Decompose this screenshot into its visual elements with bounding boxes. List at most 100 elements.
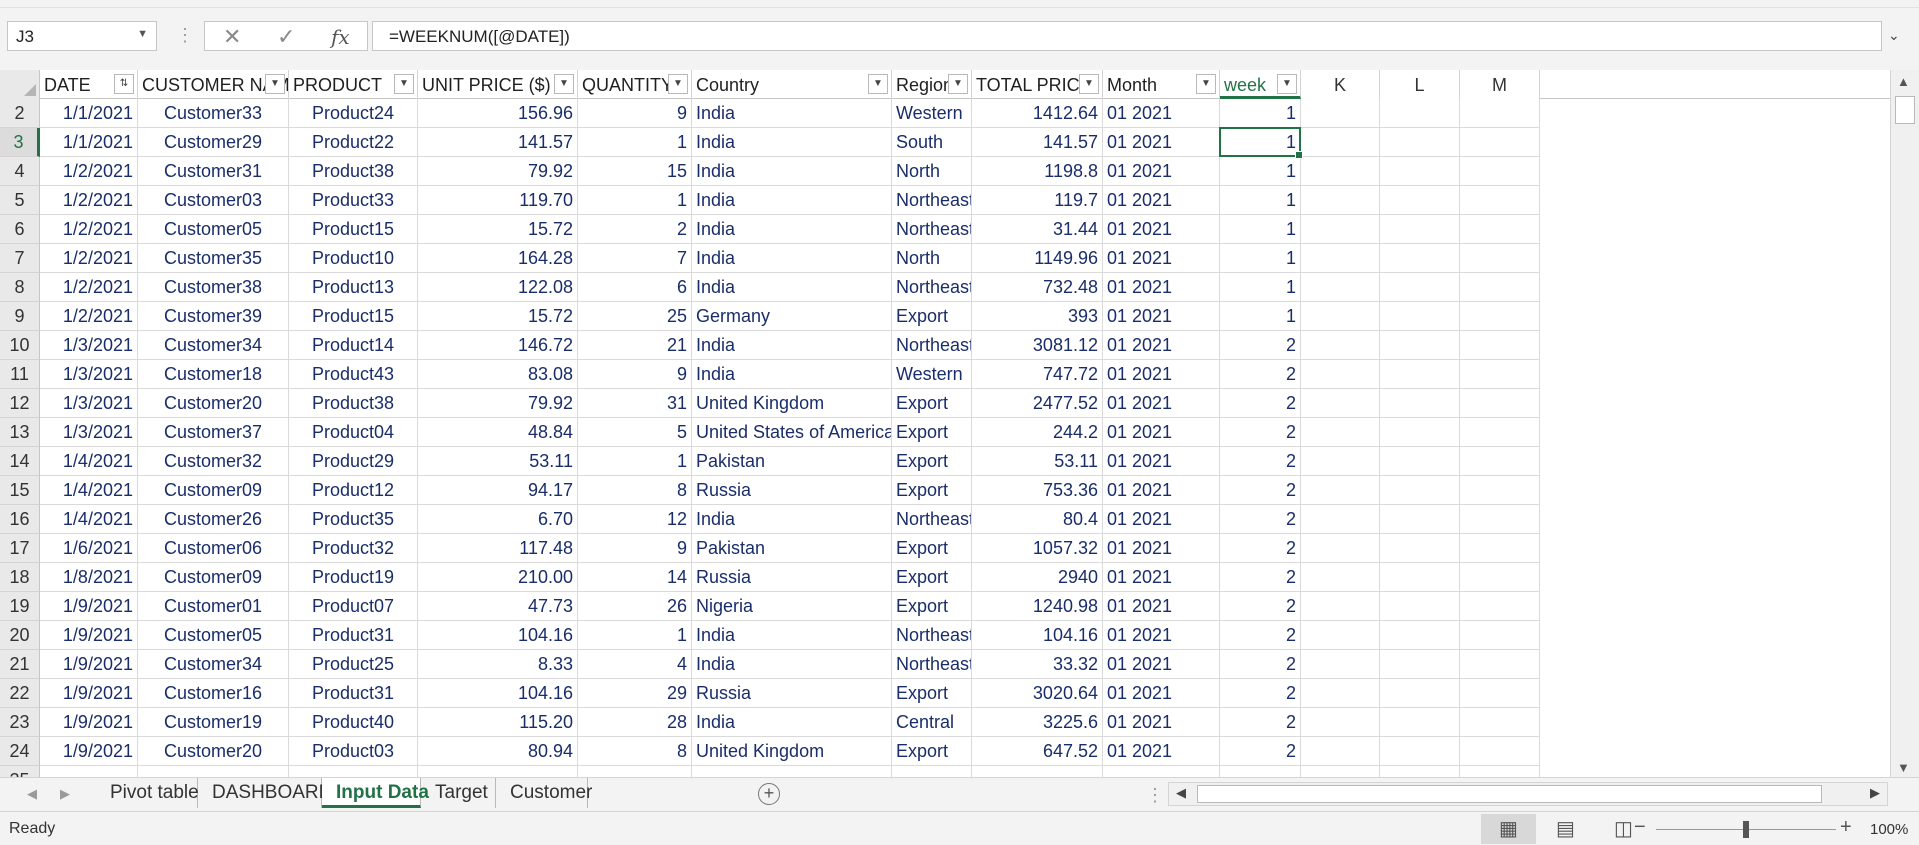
row-header[interactable]: 17 <box>0 534 40 563</box>
cell[interactable]: 1 <box>1220 128 1301 157</box>
cell[interactable]: 2 <box>1220 389 1301 418</box>
cell[interactable]: Export <box>892 389 972 418</box>
row-header[interactable]: 5 <box>0 186 40 215</box>
cell[interactable] <box>1301 215 1380 244</box>
column-header[interactable]: Region ▼ <box>892 70 972 99</box>
cell[interactable]: Export <box>892 447 972 476</box>
cell[interactable]: 1 <box>1220 186 1301 215</box>
cell[interactable] <box>1460 621 1540 650</box>
row-header[interactable]: 12 <box>0 389 40 418</box>
row-header[interactable]: 24 <box>0 737 40 766</box>
cell[interactable]: Product04 <box>289 418 418 447</box>
cell[interactable] <box>1460 99 1540 128</box>
cell[interactable] <box>1301 447 1380 476</box>
cell[interactable]: 210.00 <box>418 563 578 592</box>
cell[interactable]: Customer29 <box>138 128 289 157</box>
cell[interactable]: 1/2/2021 <box>40 186 138 215</box>
cell[interactable]: 01 2021 <box>1103 679 1220 708</box>
cell[interactable]: 3020.64 <box>972 679 1103 708</box>
cell[interactable]: Product33 <box>289 186 418 215</box>
cell[interactable]: 48.84 <box>418 418 578 447</box>
cell[interactable]: 1/2/2021 <box>40 302 138 331</box>
cell[interactable]: 2 <box>1220 737 1301 766</box>
cell[interactable] <box>1301 505 1380 534</box>
column-header[interactable]: K <box>1301 70 1380 99</box>
cell[interactable]: 15 <box>578 157 692 186</box>
cell[interactable]: 1198.8 <box>972 157 1103 186</box>
cell[interactable]: 94.17 <box>418 476 578 505</box>
cell[interactable]: 1/3/2021 <box>40 389 138 418</box>
filter-dropdown-icon[interactable]: ▼ <box>554 74 574 94</box>
cell[interactable]: 1 <box>1220 99 1301 128</box>
cell[interactable] <box>1103 766 1220 777</box>
cell[interactable]: 2 <box>1220 360 1301 389</box>
cell[interactable]: 01 2021 <box>1103 128 1220 157</box>
cell[interactable]: 01 2021 <box>1103 157 1220 186</box>
cell[interactable]: 79.92 <box>418 157 578 186</box>
cell[interactable] <box>1460 737 1540 766</box>
row-header[interactable]: 8 <box>0 273 40 302</box>
column-header[interactable]: Month ▼ <box>1103 70 1220 99</box>
cell[interactable]: Northeast <box>892 505 972 534</box>
cell[interactable]: 2477.52 <box>972 389 1103 418</box>
cell[interactable]: 1/9/2021 <box>40 592 138 621</box>
normal-view-icon[interactable]: ▦ <box>1481 814 1536 844</box>
cell[interactable]: Product24 <box>289 99 418 128</box>
cell[interactable] <box>1380 99 1460 128</box>
column-header[interactable]: TOTAL PRICE ▼ <box>972 70 1103 99</box>
cell[interactable] <box>1301 244 1380 273</box>
cell[interactable]: Customer32 <box>138 447 289 476</box>
cell[interactable]: 01 2021 <box>1103 447 1220 476</box>
cell[interactable] <box>1301 476 1380 505</box>
cell[interactable]: 2 <box>1220 505 1301 534</box>
cell[interactable] <box>1460 302 1540 331</box>
cell[interactable] <box>1380 679 1460 708</box>
cell[interactable] <box>40 766 138 777</box>
cell[interactable]: 1057.32 <box>972 534 1103 563</box>
cell[interactable]: Customer34 <box>138 331 289 360</box>
cell[interactable]: Customer16 <box>138 679 289 708</box>
filter-dropdown-icon[interactable]: ▼ <box>265 74 285 94</box>
cell[interactable]: 25 <box>578 302 692 331</box>
cell[interactable]: 01 2021 <box>1103 331 1220 360</box>
cell[interactable]: Export <box>892 679 972 708</box>
sheet-tab[interactable]: Customer <box>496 778 592 808</box>
row-header[interactable]: 13 <box>0 418 40 447</box>
worksheet-grid[interactable]: DATE ⇅ CUSTOMER NAM ▼ PRODUCT ▼ UNIT PRICE ($)… <box>0 70 1890 777</box>
cell[interactable]: 1/1/2021 <box>40 128 138 157</box>
cell[interactable]: 6.70 <box>418 505 578 534</box>
cell[interactable]: Pakistan <box>692 534 892 563</box>
cell[interactable] <box>1301 534 1380 563</box>
zoom-level[interactable]: 100% <box>1870 821 1909 838</box>
page-layout-view-icon[interactable]: ▤ <box>1556 818 1575 840</box>
cell[interactable]: 5 <box>578 418 692 447</box>
cell[interactable] <box>1380 273 1460 302</box>
cell[interactable]: Product07 <box>289 592 418 621</box>
name-box-dropdown-icon[interactable]: ▼ <box>137 28 148 40</box>
row-header[interactable]: 7 <box>0 244 40 273</box>
cell[interactable] <box>1301 331 1380 360</box>
cell[interactable] <box>1460 766 1540 777</box>
cell[interactable]: India <box>692 331 892 360</box>
filter-dropdown-icon[interactable]: ▼ <box>668 74 688 94</box>
cell[interactable]: 141.57 <box>972 128 1103 157</box>
column-header[interactable]: PRODUCT ▼ <box>289 70 418 99</box>
cell[interactable]: United Kingdom <box>692 737 892 766</box>
cell[interactable]: Customer38 <box>138 273 289 302</box>
cell[interactable] <box>1460 186 1540 215</box>
cell[interactable] <box>1460 650 1540 679</box>
insert-function-icon[interactable]: fx <box>331 25 350 49</box>
cell[interactable]: Customer03 <box>138 186 289 215</box>
vertical-scrollbar[interactable]: ▲ ▼ <box>1890 70 1919 777</box>
cell[interactable] <box>1460 273 1540 302</box>
cell[interactable]: 79.92 <box>418 389 578 418</box>
cell[interactable] <box>1460 447 1540 476</box>
vertical-scroll-thumb[interactable] <box>1895 96 1915 124</box>
filter-dropdown-icon[interactable]: ▼ <box>948 74 968 94</box>
cell[interactable]: 1 <box>578 621 692 650</box>
cell[interactable]: Northeast <box>892 650 972 679</box>
row-header[interactable]: 4 <box>0 157 40 186</box>
cell[interactable]: 115.20 <box>418 708 578 737</box>
cell[interactable]: 1/4/2021 <box>40 505 138 534</box>
row-header[interactable]: 20 <box>0 621 40 650</box>
